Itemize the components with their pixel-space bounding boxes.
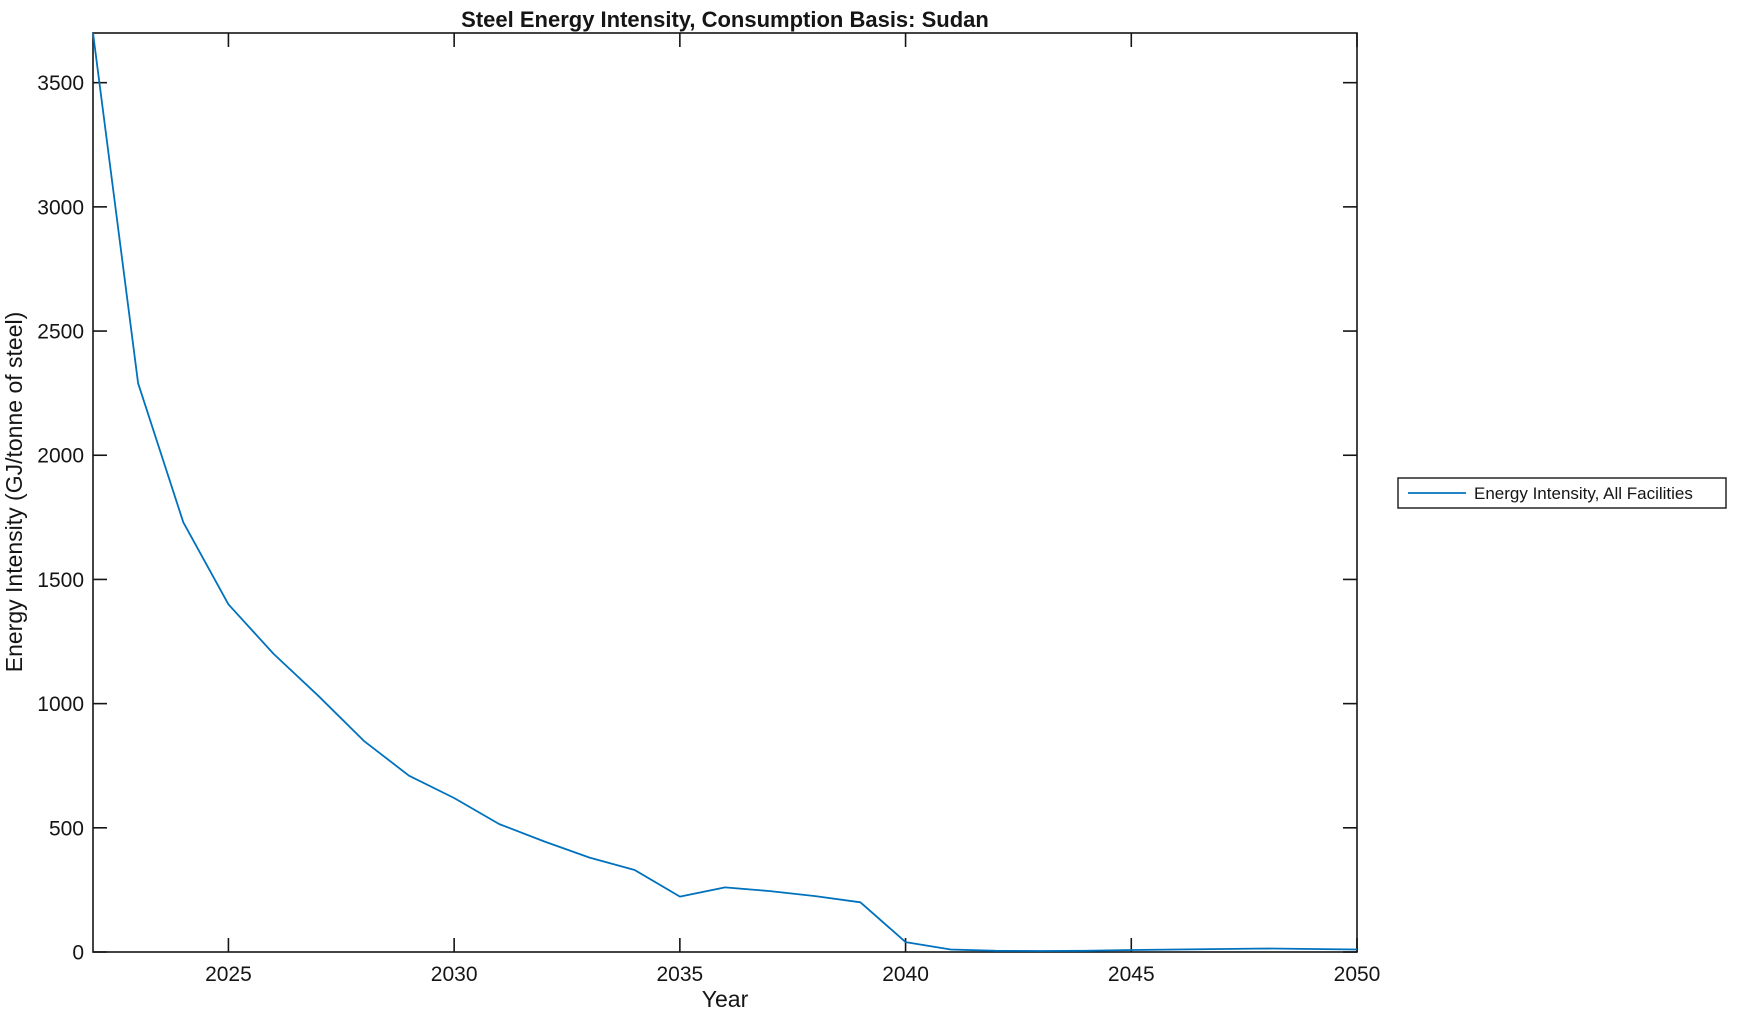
x-tick-label: 2040 [882, 963, 929, 986]
y-tick-label: 3000 [37, 196, 84, 219]
x-axis-label: Year [702, 986, 749, 1012]
x-tick-label: 2045 [1108, 963, 1155, 986]
legend: Energy Intensity, All Facilities [1397, 477, 1727, 509]
y-tick-label: 2500 [37, 321, 84, 344]
y-tick-label: 2000 [37, 445, 84, 468]
plot-area-frame [92, 32, 1358, 953]
y-tick-label: 0 [72, 942, 84, 965]
chart-title: Steel Energy Intensity, Consumption Basi… [461, 7, 989, 32]
y-tick-label: 500 [49, 817, 84, 840]
y-tick-label: 1000 [37, 693, 84, 716]
x-tick-label: 2050 [1334, 963, 1381, 986]
y-tick-label: 1500 [37, 569, 84, 592]
x-axis-tick-labels: 2025 2030 2035 2040 2045 2050 [205, 963, 1380, 986]
series-line [92, 32, 1358, 952]
y-axis-label: Energy Intensity (GJ/tonne of steel) [1, 312, 27, 673]
tick-marks [93, 33, 1358, 953]
x-tick-label: 2025 [205, 963, 252, 986]
y-tick-label: 3500 [37, 72, 84, 95]
x-tick-label: 2035 [656, 963, 703, 986]
legend-entry-label: Energy Intensity, All Facilities [1474, 484, 1693, 503]
y-axis-tick-labels: 0 500 1000 1500 2000 2500 3000 3500 [37, 72, 84, 964]
data-series [92, 32, 1358, 952]
x-tick-label: 2030 [431, 963, 478, 986]
